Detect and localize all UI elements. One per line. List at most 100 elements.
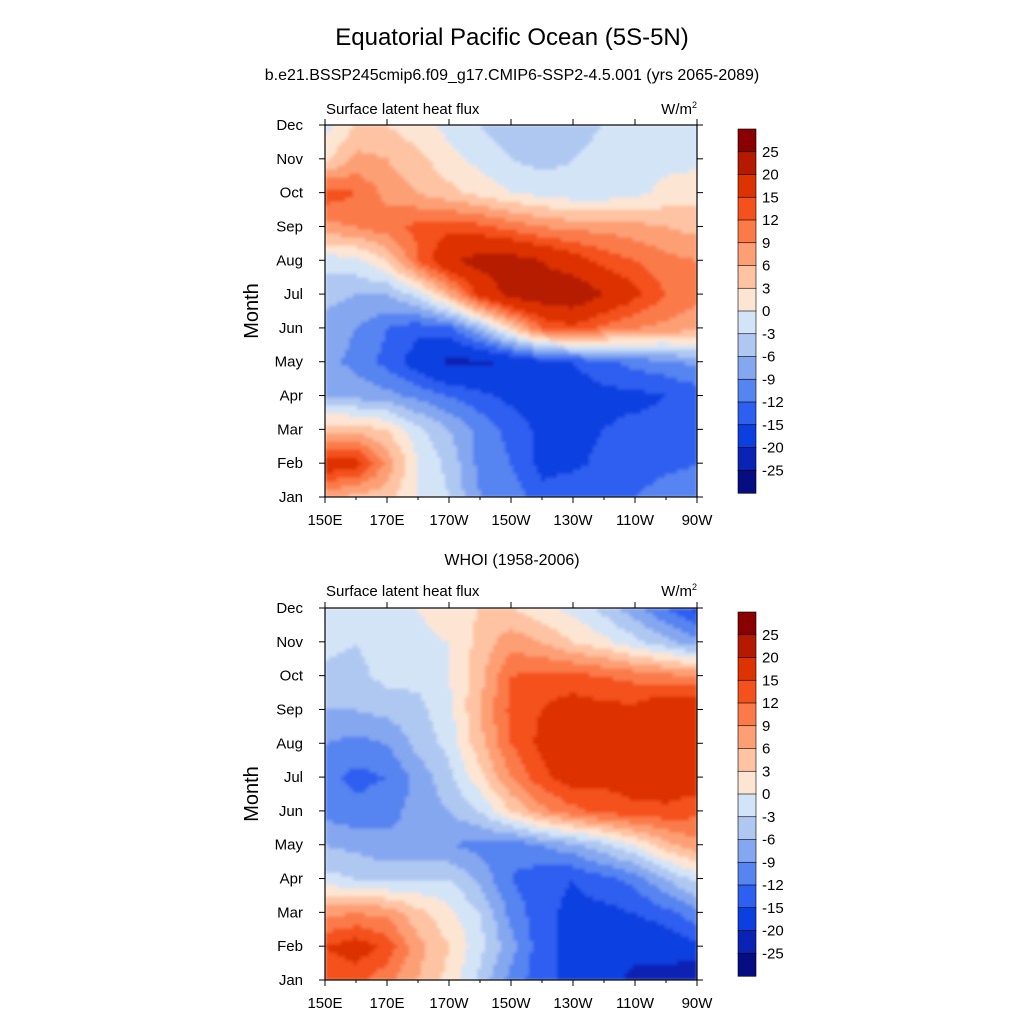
heatmap-cell [477, 385, 482, 390]
heatmap-cell [449, 281, 454, 286]
heatmap-cell [585, 321, 590, 326]
heatmap-cell [489, 493, 494, 497]
heatmap-cell [337, 429, 342, 434]
heatmap-cell [469, 393, 474, 398]
heatmap-cell [429, 293, 434, 298]
heatmap-cell [389, 297, 394, 302]
heatmap-cell [461, 313, 466, 318]
heatmap-cell [533, 329, 538, 334]
heatmap-cell [345, 345, 350, 350]
heatmap-cell [489, 477, 494, 482]
heatmap-cell [669, 341, 674, 346]
heatmap-cell [617, 353, 622, 358]
heatmap-cell [549, 437, 554, 442]
heatmap-cell [397, 393, 402, 398]
heatmap-cell [497, 321, 502, 326]
heatmap-cell [509, 389, 514, 394]
heatmap-cell [473, 385, 478, 390]
heatmap-cell [353, 385, 358, 390]
heatmap-cell [445, 373, 450, 378]
heatmap-cell [465, 441, 470, 446]
heatmap-cell [345, 489, 350, 494]
heatmap-cell [465, 281, 470, 286]
heatmap-cell [541, 421, 546, 426]
heatmap-cell [641, 481, 646, 486]
heatmap-cell [377, 409, 382, 414]
heatmap-cell [429, 321, 434, 326]
heatmap-cell [649, 393, 654, 398]
heatmap-cell [465, 361, 470, 366]
heatmap-cell [385, 453, 390, 458]
heatmap-cell [669, 317, 674, 322]
heatmap-cell [405, 397, 410, 402]
heatmap-cell [641, 389, 646, 394]
heatmap-cell [405, 405, 410, 410]
heatmap-cell [357, 397, 362, 402]
heatmap-cell [385, 469, 390, 474]
heatmap-cell [561, 333, 566, 338]
heatmap-cell [649, 385, 654, 390]
heatmap-cell [417, 313, 422, 318]
heatmap-cell [545, 437, 550, 442]
heatmap-cell [517, 461, 522, 466]
heatmap-cell [409, 465, 414, 470]
heatmap-cell [573, 453, 578, 458]
heatmap-cell [501, 281, 506, 286]
heatmap-cell [405, 449, 410, 454]
heatmap-cell [693, 297, 697, 302]
heatmap-cell [333, 365, 338, 370]
heatmap-cell [609, 301, 614, 306]
heatmap-cell [373, 385, 378, 390]
heatmap-cell [569, 493, 574, 497]
heatmap-cell [553, 281, 558, 286]
heatmap-cell [521, 457, 526, 462]
heatmap-cell [653, 393, 658, 398]
heatmap-cell [505, 453, 510, 458]
heatmap-cell [541, 301, 546, 306]
heatmap-cell [413, 293, 418, 298]
heatmap-cell [641, 353, 646, 358]
heatmap-cell [693, 365, 697, 370]
heatmap-cell [469, 297, 474, 302]
heatmap-cell [365, 377, 370, 382]
heatmap-cell [329, 409, 334, 414]
heatmap-cell [513, 353, 518, 358]
heatmap-cell [393, 345, 398, 350]
heatmap-cell [645, 477, 650, 482]
heatmap-cell [497, 293, 502, 298]
heatmap-cell [565, 493, 570, 497]
heatmap-cell [461, 457, 466, 462]
heatmap-cell [465, 305, 470, 310]
heatmap-cell [501, 437, 506, 442]
heatmap-cell [341, 333, 346, 338]
heatmap-cell [341, 281, 346, 286]
heatmap-cell [349, 409, 354, 414]
heatmap-cell [625, 349, 630, 354]
heatmap-cell [601, 481, 606, 486]
heatmap-cell [477, 289, 482, 294]
heatmap-cell [681, 457, 686, 462]
heatmap-cell [373, 297, 378, 302]
heatmap-cell [461, 409, 466, 414]
heatmap-cell [661, 409, 666, 414]
heatmap-cell [557, 405, 562, 410]
heatmap-cell [637, 353, 642, 358]
heatmap-cell [605, 493, 610, 497]
heatmap-cell [413, 317, 418, 322]
heatmap-cell [617, 397, 622, 402]
heatmap-cell [473, 461, 478, 466]
heatmap-cell [373, 441, 378, 446]
heatmap-cell [405, 389, 410, 394]
heatmap-cell [645, 321, 650, 326]
heatmap-cell [341, 397, 346, 402]
heatmap-cell [325, 297, 330, 302]
heatmap-cell [461, 485, 466, 490]
heatmap-cell [513, 409, 518, 414]
heatmap-cell [369, 309, 374, 314]
heatmap-cell [613, 309, 618, 314]
heatmap-cell [517, 489, 522, 494]
heatmap-cell [421, 361, 426, 366]
heatmap-cell [449, 485, 454, 490]
heatmap-cell [457, 357, 462, 362]
heatmap-cell [497, 429, 502, 434]
